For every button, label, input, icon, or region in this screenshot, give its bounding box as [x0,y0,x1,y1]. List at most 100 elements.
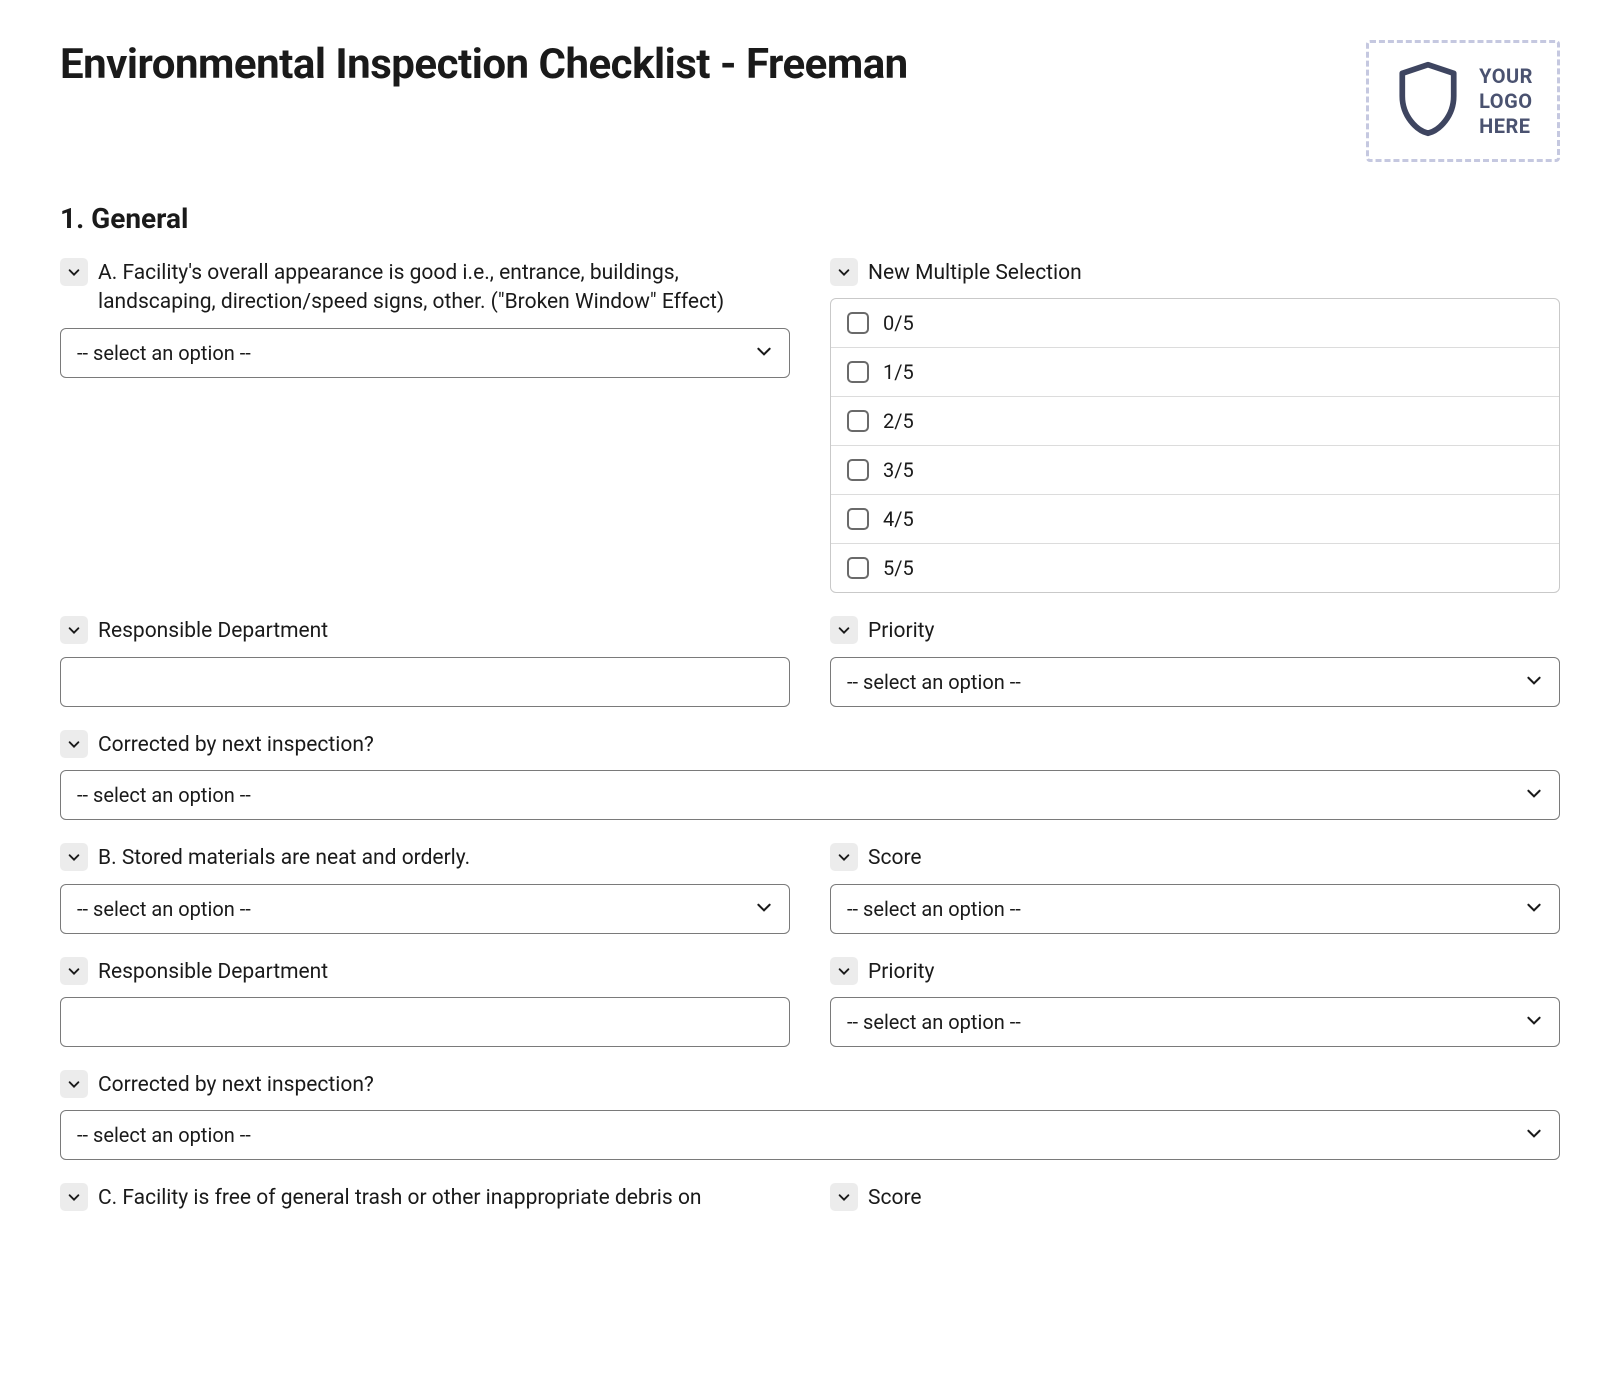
field-label: Priority [868,615,934,646]
field-label: New Multiple Selection [868,257,1082,288]
label-row: A. Facility's overall appearance is good… [60,257,790,318]
field-score-1: Score -- select an option -- [830,842,1560,933]
form-grid: A. Facility's overall appearance is good… [60,257,1560,1214]
option-label: 4/5 [883,507,914,531]
select-b[interactable]: -- select an option -- [60,884,790,934]
option-label: 1/5 [883,360,914,384]
field-b: B. Stored materials are neat and orderly… [60,842,790,933]
field-a: A. Facility's overall appearance is good… [60,257,790,593]
label-row: Corrected by next inspection? [60,1069,1560,1100]
checkbox[interactable] [847,410,869,432]
chevron-down-icon [1525,1123,1543,1147]
select-corrected-2[interactable]: -- select an option -- [60,1110,1560,1160]
header: Environmental Inspection Checklist - Fre… [60,40,1560,162]
label-row: Score [830,842,1560,873]
label-row: Priority [830,956,1560,987]
select-placeholder: -- select an option -- [77,783,251,807]
label-row: New Multiple Selection [830,257,1560,288]
shield-icon [1393,59,1463,143]
field-responsible-department-2: Responsible Department [60,956,790,1047]
chevron-down-icon [1525,783,1543,807]
collapse-toggle[interactable] [830,843,858,871]
field-priority-2: Priority -- select an option -- [830,956,1560,1047]
checkbox[interactable] [847,459,869,481]
section-number: 1. [60,202,84,235]
select-corrected-1[interactable]: -- select an option -- [60,770,1560,820]
label-row: Priority [830,615,1560,646]
logo-line1: YOUR [1479,64,1533,89]
collapse-toggle[interactable] [60,730,88,758]
field-label: B. Stored materials are neat and orderly… [98,842,470,873]
field-priority-1: Priority -- select an option -- [830,615,1560,706]
label-row: Responsible Department [60,615,790,646]
select-placeholder: -- select an option -- [77,897,251,921]
checkbox[interactable] [847,508,869,530]
checkbox-option[interactable]: 3/5 [831,446,1559,495]
option-label: 2/5 [883,409,914,433]
collapse-toggle[interactable] [60,258,88,286]
field-label: Score [868,842,922,873]
field-label: C. Facility is free of general trash or … [98,1182,702,1213]
collapse-toggle[interactable] [830,616,858,644]
field-responsible-department-1: Responsible Department [60,615,790,706]
collapse-toggle[interactable] [830,957,858,985]
chevron-down-icon [1525,897,1543,921]
checkbox[interactable] [847,312,869,334]
field-label: A. Facility's overall appearance is good… [98,257,790,318]
chevron-down-icon [1525,670,1543,694]
select-priority-2[interactable]: -- select an option -- [830,997,1560,1047]
collapse-toggle[interactable] [60,616,88,644]
collapse-toggle[interactable] [60,1183,88,1211]
select-placeholder: -- select an option -- [847,670,1021,694]
select-placeholder: -- select an option -- [847,1010,1021,1034]
label-row: Corrected by next inspection? [60,729,1560,760]
option-label: 3/5 [883,458,914,482]
field-label: Responsible Department [98,615,328,646]
field-multiple-selection: New Multiple Selection 0/5 1/5 2/5 3/5 4… [830,257,1560,593]
label-row: Responsible Department [60,956,790,987]
option-label: 5/5 [883,556,914,580]
collapse-toggle[interactable] [830,1183,858,1211]
label-row: Score [830,1182,1560,1213]
field-label: Priority [868,956,934,987]
logo-placeholder[interactable]: YOUR LOGO HERE [1366,40,1560,162]
checkbox-option[interactable]: 1/5 [831,348,1559,397]
section-name: General [91,202,188,235]
collapse-toggle[interactable] [830,258,858,286]
logo-line3: HERE [1479,114,1533,139]
collapse-toggle[interactable] [60,957,88,985]
section-title: 1. General [60,202,1560,235]
logo-line2: LOGO [1479,89,1533,114]
checkbox-option[interactable]: 2/5 [831,397,1559,446]
chevron-down-icon [755,341,773,365]
checkbox-option[interactable]: 0/5 [831,299,1559,348]
chevron-down-icon [1525,1010,1543,1034]
checkbox-option[interactable]: 5/5 [831,544,1559,592]
collapse-toggle[interactable] [60,843,88,871]
checkbox-list: 0/5 1/5 2/5 3/5 4/5 5/5 [830,298,1560,593]
select-placeholder: -- select an option -- [77,341,251,365]
field-corrected-2: Corrected by next inspection? -- select … [60,1069,1560,1160]
collapse-toggle[interactable] [60,1070,88,1098]
field-label: Corrected by next inspection? [98,729,374,760]
field-label: Responsible Department [98,956,328,987]
responsible-department-input[interactable] [60,997,790,1047]
field-score-2: Score [830,1182,1560,1213]
select-a[interactable]: -- select an option -- [60,328,790,378]
select-score-1[interactable]: -- select an option -- [830,884,1560,934]
page-title: Environmental Inspection Checklist - Fre… [60,40,908,89]
responsible-department-input[interactable] [60,657,790,707]
select-priority-1[interactable]: -- select an option -- [830,657,1560,707]
label-row: B. Stored materials are neat and orderly… [60,842,790,873]
field-c: C. Facility is free of general trash or … [60,1182,790,1213]
field-label: Corrected by next inspection? [98,1069,374,1100]
checkbox[interactable] [847,557,869,579]
label-row: C. Facility is free of general trash or … [60,1182,790,1213]
select-placeholder: -- select an option -- [77,1123,251,1147]
checkbox-option[interactable]: 4/5 [831,495,1559,544]
field-corrected-1: Corrected by next inspection? -- select … [60,729,1560,820]
field-label: Score [868,1182,922,1213]
checkbox[interactable] [847,361,869,383]
option-label: 0/5 [883,311,914,335]
select-placeholder: -- select an option -- [847,897,1021,921]
